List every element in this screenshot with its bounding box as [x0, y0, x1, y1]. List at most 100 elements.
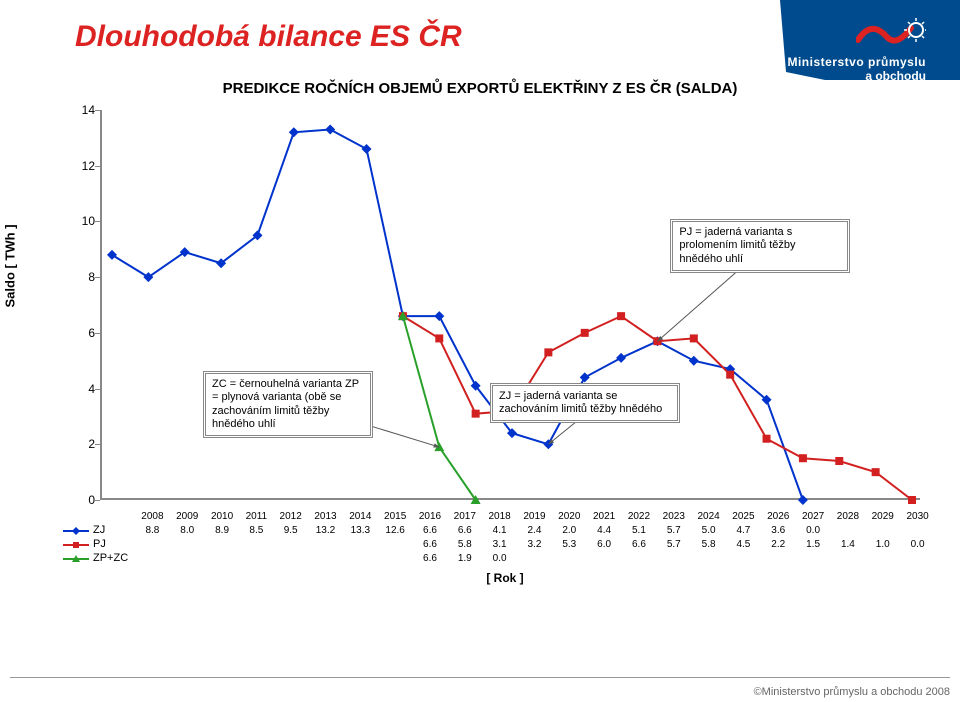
year-header: 2025 — [726, 510, 761, 523]
data-cell — [308, 537, 343, 551]
data-cell: 1.0 — [865, 537, 900, 551]
data-cell: 9.5 — [273, 523, 308, 537]
y-tick-label: 8 — [75, 270, 95, 284]
data-cell — [273, 537, 308, 551]
data-cell — [170, 551, 205, 565]
data-cell — [205, 537, 240, 551]
series-label: PJ — [75, 537, 135, 551]
ministry-logo: Ministerstvo průmyslu a obchodu — [787, 10, 940, 83]
data-cell: 6.6 — [447, 523, 482, 537]
logo-line2: a obchodu — [787, 69, 926, 83]
data-cell: 12.6 — [378, 523, 413, 537]
year-header: 2011 — [239, 510, 273, 523]
year-header: 2026 — [761, 510, 796, 523]
data-cell: 6.6 — [622, 537, 657, 551]
data-cell: 4.5 — [726, 537, 761, 551]
data-cell: 0.0 — [900, 537, 935, 551]
logo-line1: Ministerstvo průmyslu — [787, 55, 926, 69]
data-cell: 1.4 — [831, 537, 866, 551]
data-cell: 3.2 — [517, 537, 552, 551]
year-header: 2008 — [135, 510, 170, 523]
data-cell — [656, 551, 691, 565]
data-cell — [135, 537, 170, 551]
data-cell — [831, 523, 866, 537]
data-cell: 5.8 — [691, 537, 726, 551]
y-tick-label: 0 — [75, 493, 95, 507]
year-header: 2016 — [413, 510, 448, 523]
data-cell: 4.4 — [587, 523, 622, 537]
annotation-box: ZC = černouhelná varianta ZP = plynová v… — [203, 371, 373, 438]
y-tick-label: 10 — [75, 214, 95, 228]
legend-marker-icon — [63, 554, 89, 562]
y-tick-label: 6 — [75, 326, 95, 340]
data-cell — [170, 537, 205, 551]
footer-divider — [10, 677, 950, 678]
year-header: 2019 — [517, 510, 552, 523]
y-tick-label: 2 — [75, 437, 95, 451]
data-cell: 2.0 — [552, 523, 587, 537]
data-cell: 5.0 — [691, 523, 726, 537]
x-axis-label: [ Rok ] — [75, 571, 935, 585]
data-cell: 5.7 — [656, 537, 691, 551]
data-cell — [343, 551, 378, 565]
data-cell: 4.7 — [726, 523, 761, 537]
year-header: 2014 — [343, 510, 378, 523]
data-cell: 5.7 — [656, 523, 691, 537]
data-cell: 5.3 — [552, 537, 587, 551]
annotation-box: PJ = jaderná varianta s prolomením limit… — [670, 219, 850, 273]
data-cell: 6.0 — [587, 537, 622, 551]
year-header: 2024 — [691, 510, 726, 523]
data-cell: 8.9 — [205, 523, 240, 537]
data-cell — [865, 523, 900, 537]
series-label: ZJ — [75, 523, 135, 537]
y-tick-label: 12 — [75, 159, 95, 173]
data-cell — [900, 523, 935, 537]
year-header: 2009 — [170, 510, 205, 523]
data-cell — [552, 551, 587, 565]
data-cell — [517, 551, 552, 565]
logo-swirl-icon — [856, 18, 926, 48]
data-cell — [831, 551, 866, 565]
year-header: 2022 — [622, 510, 657, 523]
data-cell: 6.6 — [413, 551, 448, 565]
data-cell — [691, 551, 726, 565]
data-cell — [622, 551, 657, 565]
year-header: 2010 — [205, 510, 240, 523]
data-cell: 0.0 — [796, 523, 831, 537]
data-cell — [726, 551, 761, 565]
year-header: 2027 — [796, 510, 831, 523]
year-header: 2013 — [308, 510, 343, 523]
annotation-box: ZJ = jaderná varianta se zachováním limi… — [490, 383, 680, 423]
data-cell: 8.0 — [170, 523, 205, 537]
data-cell: 1.9 — [447, 551, 482, 565]
data-cell — [378, 537, 413, 551]
year-header: 2012 — [273, 510, 308, 523]
data-cell: 5.1 — [622, 523, 657, 537]
y-axis-label: Saldo [ TWh ] — [3, 224, 18, 307]
series-label: ZP+ZC — [75, 551, 135, 565]
plot-area — [100, 110, 920, 500]
data-cell: 2.2 — [761, 537, 796, 551]
data-cell — [865, 551, 900, 565]
year-header: 2017 — [447, 510, 482, 523]
year-header: 2028 — [831, 510, 866, 523]
year-header: 2030 — [900, 510, 935, 523]
data-table: 2008200920102011201220132014201520162017… — [75, 510, 935, 585]
year-header: 2021 — [587, 510, 622, 523]
data-cell — [796, 551, 831, 565]
data-cell: 6.6 — [413, 537, 448, 551]
year-header: 2023 — [656, 510, 691, 523]
data-cell — [205, 551, 240, 565]
year-header: 2018 — [482, 510, 517, 523]
data-cell — [135, 551, 170, 565]
data-cell — [308, 551, 343, 565]
y-tick-label: 4 — [75, 382, 95, 396]
year-header: 2015 — [378, 510, 413, 523]
page-title: Dlouhodobá bilance ES ČR — [75, 20, 462, 54]
data-cell — [900, 551, 935, 565]
data-cell — [273, 551, 308, 565]
data-cell: 8.5 — [239, 523, 273, 537]
legend-marker-icon — [63, 526, 89, 534]
copyright-footer: ©Ministerstvo průmyslu a obchodu 2008 — [754, 686, 950, 698]
data-cell: 13.3 — [343, 523, 378, 537]
